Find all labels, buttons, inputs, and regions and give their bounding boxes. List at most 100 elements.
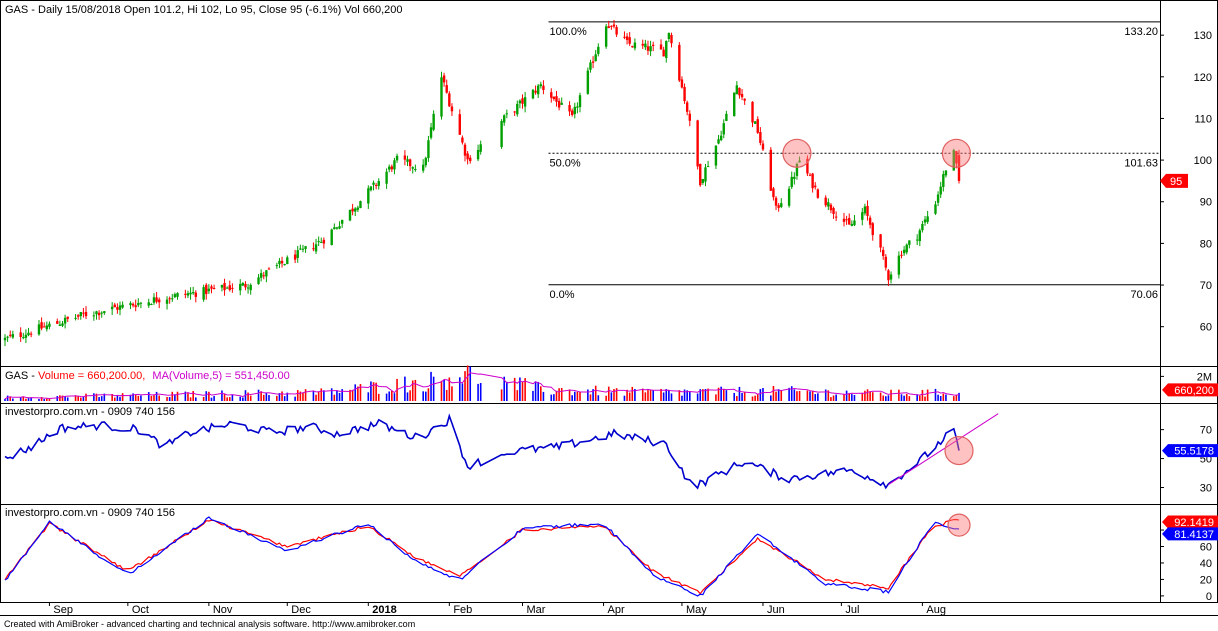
candle-body xyxy=(158,299,161,303)
candle-body xyxy=(850,223,854,226)
candle-body xyxy=(333,227,336,230)
candle-body xyxy=(131,303,135,306)
stoch-axis-label: 60 xyxy=(1200,542,1212,554)
candle-body xyxy=(738,87,741,96)
candle-body xyxy=(476,149,480,160)
candle-body xyxy=(40,322,43,329)
candle-body xyxy=(359,201,362,208)
candle-body xyxy=(356,207,360,210)
fib-percent-label: 50.0% xyxy=(550,157,581,169)
candle-body xyxy=(82,312,85,314)
panel-frame xyxy=(0,0,1218,367)
candle-body xyxy=(944,170,948,176)
candle-body xyxy=(244,283,247,288)
stoch-axis-label: 20 xyxy=(1200,574,1212,586)
candle-body xyxy=(829,204,833,211)
candle-body xyxy=(299,248,302,250)
candle-body xyxy=(48,323,51,327)
candle-body xyxy=(534,90,537,93)
candle-body xyxy=(589,62,592,70)
candle-body xyxy=(908,240,911,245)
candle-body xyxy=(717,139,720,144)
candle-body xyxy=(550,92,553,98)
candle-body xyxy=(834,216,838,218)
highlight-circle xyxy=(947,513,971,537)
candle-body xyxy=(189,292,192,295)
rsi-panel-title: investorpro.com.vn - 0909 740 156 xyxy=(5,406,175,418)
last-value-badge-bg xyxy=(1160,173,1188,188)
candle-body xyxy=(863,206,867,214)
stoch-last-badge-2: 81.4137 xyxy=(1162,527,1218,541)
candle-body xyxy=(116,307,119,310)
candle-body xyxy=(795,163,799,176)
candle-body xyxy=(816,189,820,198)
candle-body xyxy=(429,127,433,138)
candle-body xyxy=(129,303,132,306)
candle-body xyxy=(625,36,629,40)
candle-body xyxy=(761,143,765,150)
candle-body xyxy=(586,70,590,94)
candle-body xyxy=(231,287,234,289)
candle-body xyxy=(719,135,723,141)
candle-body xyxy=(223,283,226,291)
candle-body xyxy=(866,205,869,216)
candle-body xyxy=(257,277,260,285)
candle-body xyxy=(610,25,613,27)
candle-body xyxy=(265,270,268,277)
candle-body xyxy=(388,166,391,170)
x-axis-label: Nov xyxy=(213,604,233,616)
price-axis-label: 100 xyxy=(1194,155,1212,167)
candle-body xyxy=(699,163,702,186)
candle-body xyxy=(518,100,522,104)
candle-body xyxy=(570,110,574,115)
candle-body xyxy=(769,149,773,191)
candle-body xyxy=(578,95,582,108)
candle-body xyxy=(827,202,830,207)
candle-body xyxy=(463,144,467,156)
candle-body xyxy=(22,337,25,339)
candle-body xyxy=(103,311,106,314)
candle-body xyxy=(659,44,663,50)
stoch-last-badge-1: 92.1419 xyxy=(1162,515,1218,529)
candle-body xyxy=(641,43,644,46)
candle-body xyxy=(926,216,929,222)
fib-value-label: 133.20 xyxy=(1124,26,1158,38)
footer-credit: Created with AmiBroker - advanced charti… xyxy=(4,619,416,629)
candle-body xyxy=(3,337,7,341)
candle-body xyxy=(905,244,908,253)
candle-body xyxy=(777,205,780,208)
candle-body xyxy=(466,153,469,160)
x-axis-label: Apr xyxy=(608,604,625,616)
price-panel-title: GAS - Daily 15/08/2018 Open 101.2, Hi 10… xyxy=(5,4,402,16)
candle-body xyxy=(915,239,919,241)
candle-body xyxy=(152,297,156,303)
candle-body xyxy=(171,298,174,300)
candle-body xyxy=(879,234,882,248)
candle-body xyxy=(555,96,558,102)
candle-body xyxy=(118,305,122,310)
panel-frame xyxy=(0,504,1218,603)
candle-body xyxy=(516,103,519,115)
candle-body xyxy=(735,85,739,95)
candle-body xyxy=(680,79,684,88)
price-axis-label: 80 xyxy=(1200,238,1212,250)
candle-body xyxy=(918,230,921,242)
volume-axis-label: 2M xyxy=(1197,371,1212,383)
candle-body xyxy=(701,179,705,183)
panel-frame xyxy=(0,403,1218,505)
candle-body xyxy=(651,44,655,46)
candle-body xyxy=(751,101,754,123)
candle-body xyxy=(868,217,872,225)
candle-body xyxy=(882,249,885,257)
stoch-line xyxy=(4,518,960,595)
candle-body xyxy=(573,106,576,115)
rsi-trendline xyxy=(888,413,999,486)
candle-body xyxy=(942,174,945,187)
candle-body xyxy=(408,159,412,167)
candle-body xyxy=(597,46,600,54)
last-value-badge-bg xyxy=(1162,444,1218,458)
candle-body xyxy=(280,260,284,264)
candle-body xyxy=(147,302,150,306)
stoch-line xyxy=(4,516,960,597)
candle-body xyxy=(756,119,759,133)
